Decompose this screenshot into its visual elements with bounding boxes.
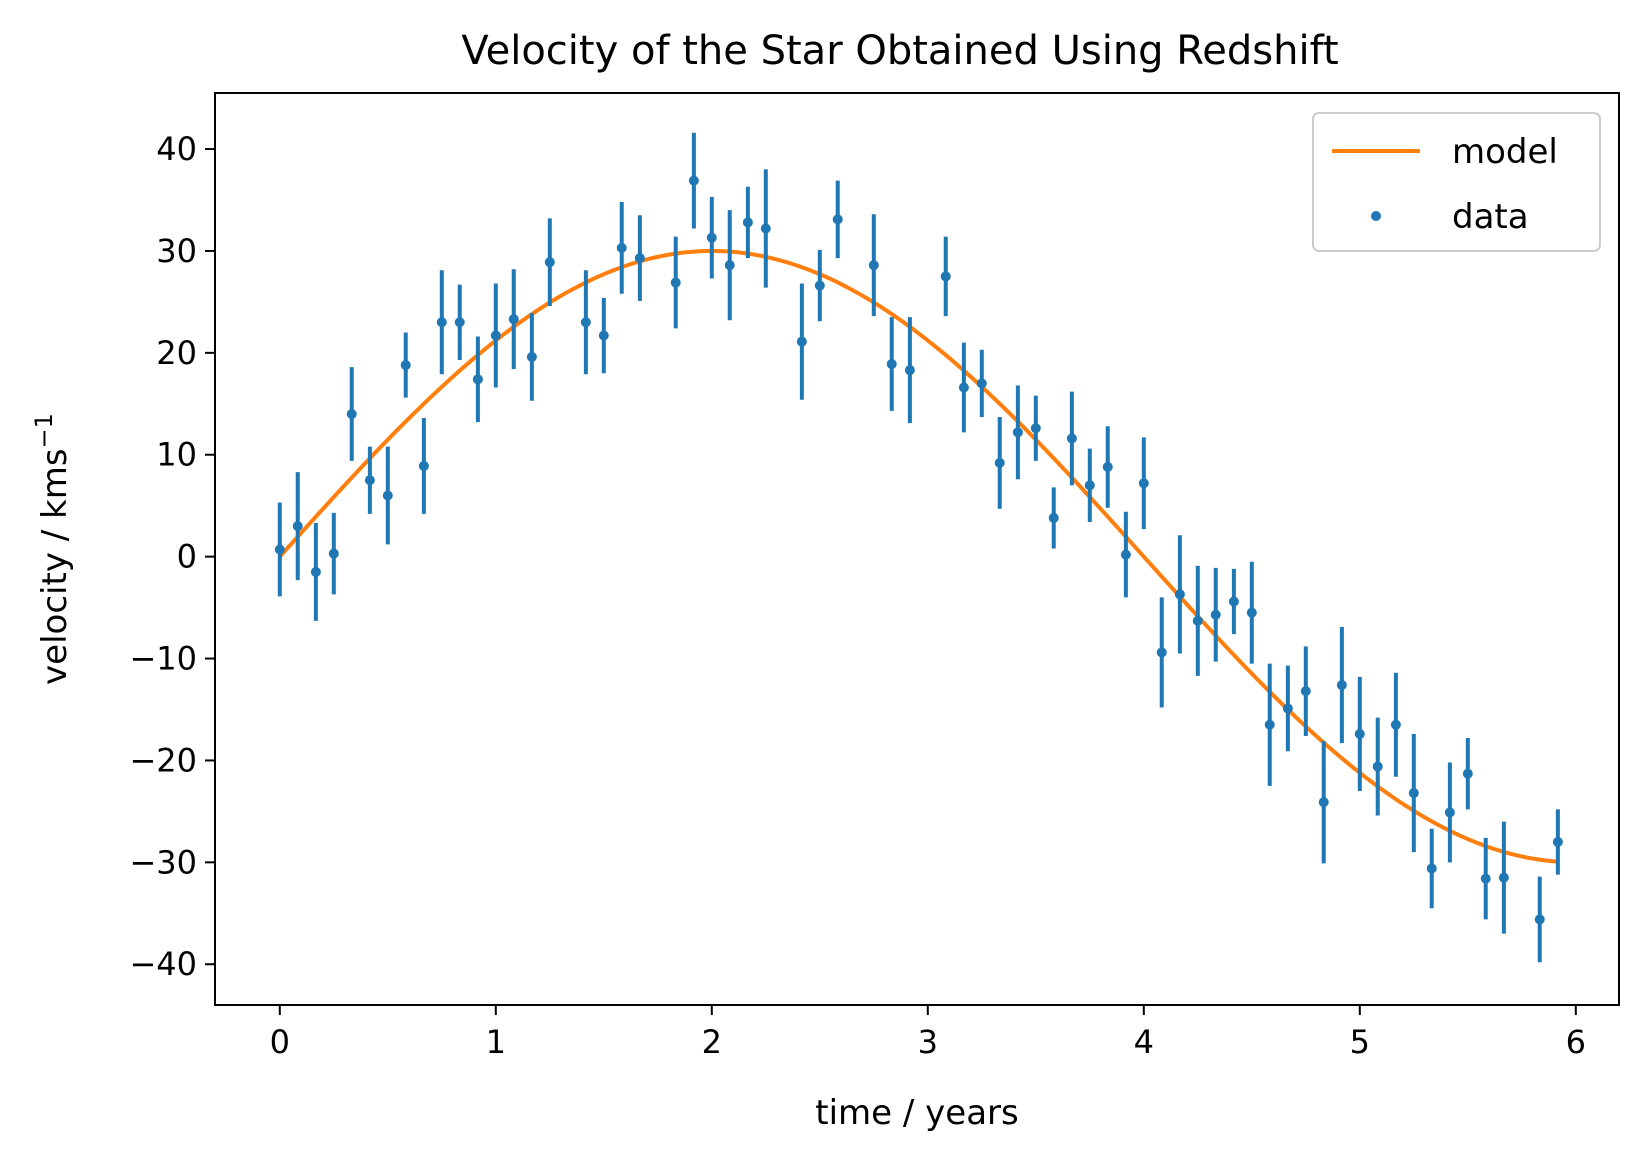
data-point [814,280,825,291]
data-point [868,260,879,271]
data-point [1318,797,1329,808]
model-layer [278,248,1559,864]
data-point [1084,480,1095,491]
x-tick-label: 2 [702,1023,722,1061]
data-point [1462,768,1473,779]
data-point [1354,728,1365,739]
legend-box [1312,112,1601,252]
data-point [706,232,717,243]
x-tick-label: 6 [1566,1023,1586,1061]
y-axis-label: velocity / kms−1 [30,413,75,685]
y-tick-label: 0 [177,538,197,576]
y-tick-label: 20 [156,334,197,372]
data-point [760,223,771,234]
data-point [1426,863,1437,874]
data-point [292,521,303,532]
data-point [1552,836,1563,847]
data-point [1192,615,1203,626]
data-point [1300,686,1311,697]
legend-data-label: data [1452,197,1529,237]
data-point [1120,549,1131,560]
data-point [1030,423,1041,434]
data-point [724,260,735,271]
data-point [958,382,969,393]
data-layer [274,132,1563,963]
y-axis: −40 −30 −20 −10 0 10 20 30 40 [129,130,215,983]
data-point [688,175,699,186]
data-point [598,330,609,341]
y-tick-label: 10 [156,436,197,474]
data-point [580,317,591,328]
model-line [278,248,1559,864]
data-point [634,253,645,264]
data-point [508,314,519,325]
data-point [1372,761,1383,772]
data-point [742,217,753,228]
y-tick-label: −20 [129,741,197,779]
data-point [616,242,627,253]
y-axis-label-superscript: −1 [30,413,58,448]
x-axis-label: time / years [815,1093,1018,1133]
data-point [670,277,681,288]
plot-frame [214,92,1620,1006]
x-tick-label: 0 [270,1023,290,1061]
data-point [1102,461,1113,472]
x-tick-label: 1 [486,1023,506,1061]
data-point [436,317,447,328]
y-tick-label: 30 [156,232,197,270]
data-point [1408,788,1419,799]
data-point [1390,719,1401,730]
legend-data-marker [1371,211,1381,221]
data-point [526,351,537,362]
data-point [346,408,357,419]
data-point [940,271,951,282]
y-tick-label: −40 [129,945,197,983]
legend: model data [1312,112,1601,252]
data-point [274,544,285,555]
data-point [904,365,915,376]
data-point [1282,703,1293,714]
y-tick-label: −10 [129,640,197,678]
data-point [976,378,987,389]
data-point [1210,609,1221,620]
data-point [1012,427,1023,438]
data-point [1480,873,1491,884]
legend-model-label: model [1452,132,1558,172]
x-tick-label: 4 [1134,1023,1154,1061]
data-point [490,330,501,341]
data-point [886,359,897,370]
data-point [1066,433,1077,444]
data-point [1156,647,1167,658]
data-point [1138,478,1149,489]
data-point [400,360,411,371]
data-point [418,460,429,471]
data-point [796,336,807,347]
data-point [1246,607,1257,618]
data-point [1048,512,1059,523]
data-point [310,566,321,577]
data-point [364,475,375,486]
chart-title: Velocity of the Star Obtained Using Reds… [461,28,1338,74]
y-axis-label-text: velocity / kms [35,448,75,684]
data-point [472,374,483,385]
data-point [1264,719,1275,730]
data-point [832,214,843,225]
data-point [328,548,339,559]
data-point [1534,914,1545,925]
data-point [454,317,465,328]
x-axis: 0 1 2 3 4 5 6 [270,1005,1586,1061]
data-point [1228,596,1239,607]
data-point [1336,680,1347,691]
data-point [994,457,1005,468]
y-tick-label: 40 [156,130,197,168]
x-tick-label: 3 [918,1023,938,1061]
data-point [544,257,555,268]
data-point [1444,807,1455,818]
x-tick-label: 5 [1350,1023,1370,1061]
y-tick-label: −30 [129,843,197,881]
data-point [1174,589,1185,600]
data-point [382,490,393,501]
data-point [1498,872,1509,883]
